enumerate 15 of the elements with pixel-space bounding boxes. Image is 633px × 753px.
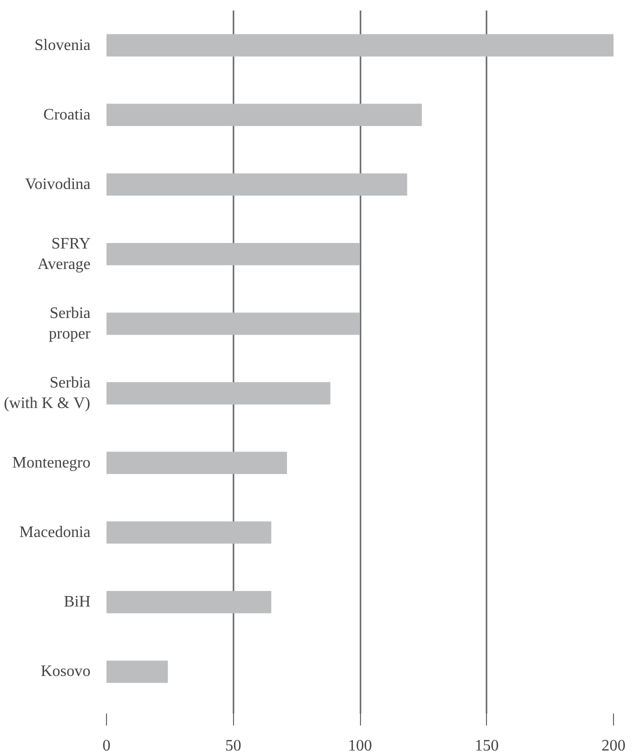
y-tick-label: Serbia proper	[48, 305, 92, 342]
x-tick-label: 50	[225, 738, 242, 753]
x-tick-label: 100	[348, 738, 372, 753]
x-tick-label: 200	[602, 738, 626, 753]
x-tick-label: 150	[474, 738, 499, 753]
y-tick-label: Croatia	[43, 106, 90, 124]
y-tick-label: SFRY Average	[38, 235, 91, 273]
y-tick-label: Slovenia	[34, 36, 91, 54]
y-tick-label: Macedonia	[19, 524, 90, 542]
x-tick-label: 0	[102, 738, 110, 753]
y-tick-label: Montenegro	[12, 454, 90, 472]
y-tick-label: BiH	[64, 594, 91, 611]
y-tick-label: Kosovo	[40, 663, 90, 680]
y-tick-label: Voivodina	[25, 176, 90, 194]
y-tick-label: Serbia (with K & V)	[4, 374, 90, 412]
